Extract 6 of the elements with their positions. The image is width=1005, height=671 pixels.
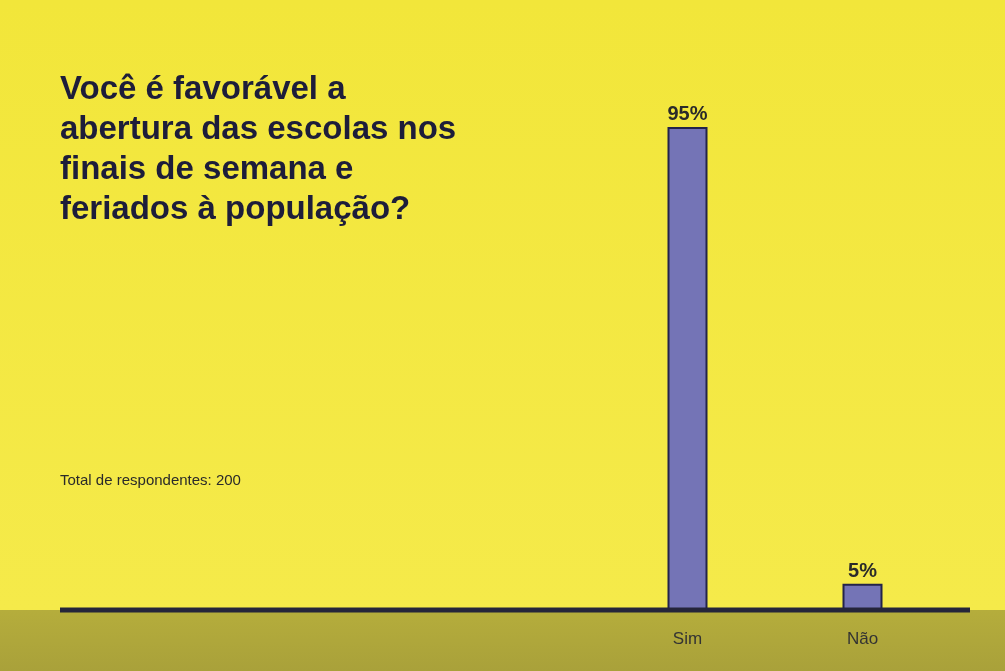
x-tick-label: Sim	[672, 628, 703, 648]
text: Você é favorável a abertura das escolas nos finais de semana e feriados à população?	[60, 69, 457, 226]
text: Total de respondentes: 200	[60, 471, 241, 488]
data-label: 5%	[848, 558, 878, 581]
x-tick-label: Não	[846, 628, 879, 648]
data-label: 95%	[667, 102, 708, 124]
